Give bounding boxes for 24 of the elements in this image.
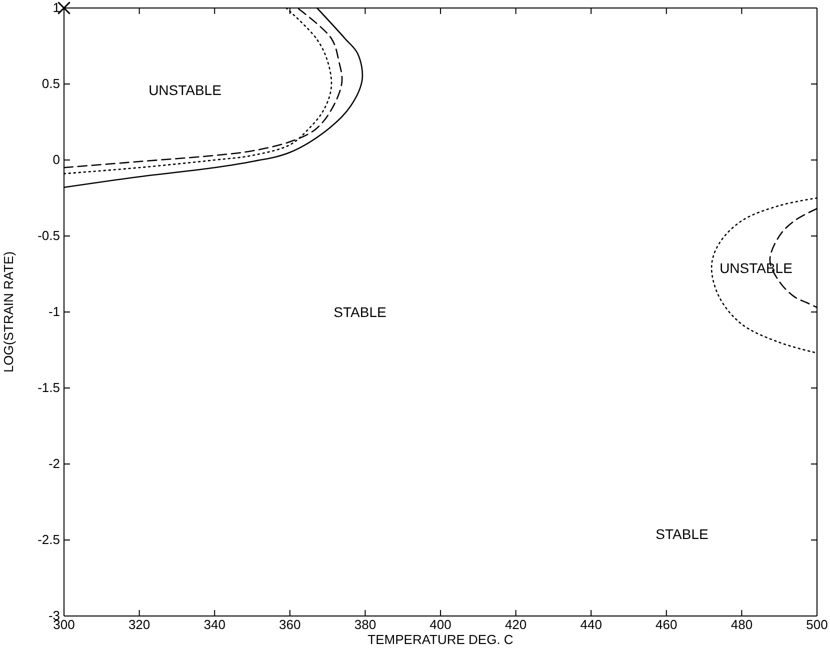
- y-tick-label: -2.5: [38, 532, 60, 548]
- x-axis-title: TEMPERATURE DEG. C: [368, 632, 514, 647]
- y-tick-label: -0.5: [38, 228, 60, 244]
- y-axis-title: LOG(STRAIN RATE): [1, 251, 16, 373]
- y-tick-label: 0: [52, 152, 60, 168]
- annotation: UNSTABLE: [148, 82, 222, 98]
- x-tick-label: 380: [354, 617, 376, 632]
- y-tick-label: -2: [48, 456, 60, 472]
- x-tick-label: 360: [279, 617, 301, 632]
- y-tick-label: 1: [52, 0, 60, 16]
- x-tick-label: 420: [504, 617, 527, 632]
- x-tick-label: 480: [730, 617, 753, 632]
- y-tick-label: 0.5: [42, 76, 60, 92]
- x-tick-label: 320: [128, 617, 150, 632]
- annotation: UNSTABLE: [720, 260, 792, 276]
- x-tick-label: 500: [806, 617, 828, 632]
- x-tick-label: 460: [656, 617, 678, 632]
- annotation: STABLE: [334, 304, 386, 320]
- x-tick-label: 440: [580, 617, 602, 632]
- y-tick-label: -1.5: [38, 380, 60, 396]
- x-tick-label: 340: [204, 617, 226, 632]
- x-tick-label: 400: [430, 617, 452, 632]
- annotation: STABLE: [656, 526, 708, 542]
- y-tick-label: -1: [48, 304, 60, 320]
